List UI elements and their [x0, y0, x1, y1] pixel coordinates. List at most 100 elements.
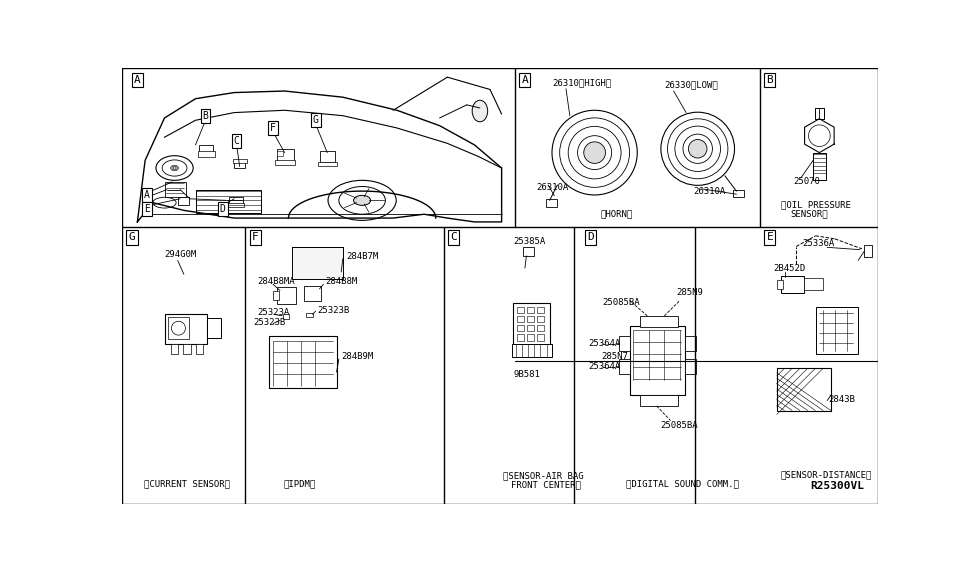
Ellipse shape — [153, 198, 176, 208]
Bar — [630, 326, 685, 395]
Text: E: E — [766, 232, 773, 242]
Bar — [269, 336, 337, 388]
Bar — [183, 344, 191, 354]
Ellipse shape — [172, 321, 185, 335]
Bar — [512, 344, 552, 358]
Bar — [640, 395, 679, 406]
Ellipse shape — [552, 110, 638, 195]
Bar — [198, 151, 214, 157]
Bar — [165, 182, 186, 198]
Ellipse shape — [339, 187, 385, 214]
Ellipse shape — [688, 140, 707, 158]
Text: C: C — [234, 136, 240, 146]
Bar — [619, 336, 630, 351]
Bar — [517, 335, 525, 341]
Ellipse shape — [661, 112, 734, 185]
Text: 294G0M: 294G0M — [165, 250, 197, 259]
Text: 26310A: 26310A — [693, 187, 725, 196]
Text: 〈DIGITAL SOUND COMM.〉: 〈DIGITAL SOUND COMM.〉 — [626, 479, 738, 488]
Text: 25323B: 25323B — [317, 306, 349, 315]
Text: 284B8MA: 284B8MA — [257, 277, 295, 286]
Text: 285N9: 285N9 — [676, 288, 703, 297]
Bar — [815, 108, 824, 119]
Text: 25070: 25070 — [793, 177, 820, 186]
Text: E: E — [143, 204, 149, 214]
Bar — [777, 368, 831, 410]
Text: A: A — [522, 75, 528, 85]
Bar — [781, 276, 803, 293]
Text: 25364A: 25364A — [589, 362, 621, 371]
Text: 25323B: 25323B — [254, 318, 286, 327]
Bar — [864, 245, 872, 256]
Text: 285N7: 285N7 — [601, 352, 628, 361]
Text: D: D — [219, 204, 225, 214]
Bar — [304, 286, 321, 301]
Bar — [199, 145, 214, 156]
Text: 284B7M: 284B7M — [347, 252, 379, 261]
Text: 25336A: 25336A — [802, 239, 835, 248]
Text: 284B8M: 284B8M — [325, 277, 357, 286]
Bar — [277, 288, 296, 305]
Ellipse shape — [568, 126, 621, 179]
Bar — [168, 318, 189, 339]
Ellipse shape — [156, 156, 193, 181]
Text: R25300VL: R25300VL — [810, 481, 864, 491]
Bar — [527, 316, 534, 322]
Text: 2B452D: 2B452D — [773, 264, 805, 273]
Bar — [273, 291, 279, 301]
Text: A: A — [134, 75, 140, 85]
Bar — [229, 198, 243, 205]
Text: 〈SENSOR-DISTANCE〉: 〈SENSOR-DISTANCE〉 — [781, 470, 872, 479]
Text: 〈SENSOR-AIR BAG: 〈SENSOR-AIR BAG — [503, 471, 584, 481]
Ellipse shape — [171, 165, 178, 171]
Ellipse shape — [808, 125, 831, 147]
Text: 26330〈LOW〉: 26330〈LOW〉 — [664, 80, 719, 89]
Text: FRONT CENTER〉: FRONT CENTER〉 — [511, 481, 581, 490]
Bar — [234, 160, 245, 168]
Bar — [320, 151, 335, 162]
Ellipse shape — [668, 119, 728, 179]
Text: 9B581: 9B581 — [513, 370, 540, 379]
Bar — [815, 307, 858, 354]
Bar — [537, 307, 544, 313]
Text: G: G — [313, 115, 319, 125]
Bar — [803, 278, 823, 290]
Text: F: F — [270, 123, 276, 133]
Ellipse shape — [560, 118, 630, 187]
Text: 26310A: 26310A — [536, 183, 568, 192]
Bar — [306, 313, 313, 318]
Bar — [196, 190, 261, 213]
Bar — [275, 160, 295, 165]
Ellipse shape — [577, 136, 611, 170]
Bar — [517, 307, 525, 313]
Ellipse shape — [584, 142, 605, 164]
Bar — [685, 336, 696, 351]
Bar — [685, 359, 696, 374]
Bar — [524, 247, 534, 256]
Ellipse shape — [162, 160, 187, 176]
Ellipse shape — [173, 167, 176, 169]
Text: 25364A: 25364A — [589, 339, 621, 348]
Ellipse shape — [472, 100, 488, 122]
Text: B: B — [766, 75, 773, 85]
Text: 〈CURRENT SENSOR〉: 〈CURRENT SENSOR〉 — [143, 479, 229, 488]
Bar — [537, 335, 544, 341]
Bar — [813, 153, 826, 179]
Bar — [196, 344, 203, 354]
Text: F: F — [252, 232, 258, 242]
Bar — [233, 159, 247, 162]
Bar — [733, 190, 744, 198]
Bar — [318, 162, 336, 166]
Bar — [537, 325, 544, 331]
Text: 284B9M: 284B9M — [341, 352, 373, 361]
Text: 25385A: 25385A — [513, 237, 545, 246]
Text: 25085BA: 25085BA — [603, 298, 640, 307]
Text: A: A — [143, 190, 149, 200]
Bar — [207, 318, 221, 338]
Bar — [640, 316, 679, 327]
Ellipse shape — [328, 181, 396, 220]
Bar — [283, 314, 290, 319]
Text: 〈HORN〉: 〈HORN〉 — [601, 210, 633, 218]
Bar — [277, 149, 293, 161]
Ellipse shape — [354, 195, 370, 205]
